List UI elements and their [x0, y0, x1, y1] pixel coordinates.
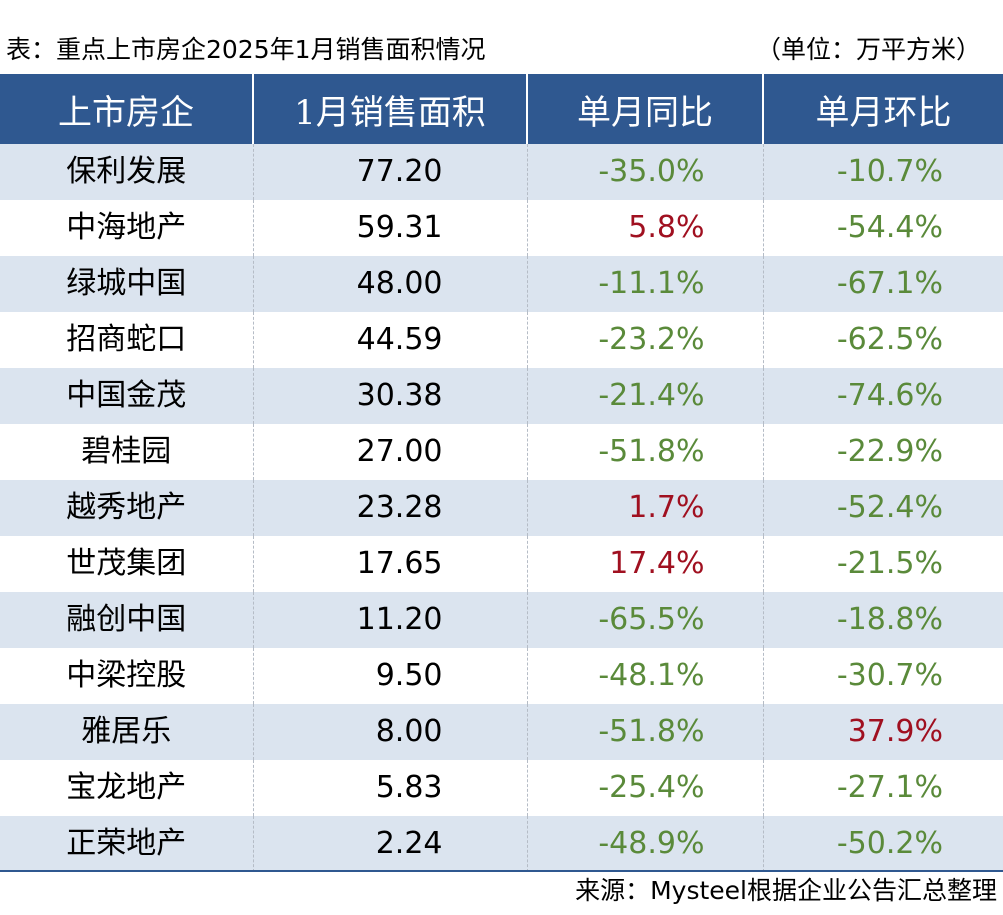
table-row: 中梁控股 9.50 -48.1% -30.7% — [0, 648, 1003, 704]
company-cell: 正荣地产 — [0, 816, 254, 872]
table-title: 表：重点上市房企2025年1月销售面积情况 — [6, 35, 486, 64]
mom-cell: -10.7% — [763, 144, 1003, 200]
company-cell: 宝龙地产 — [0, 760, 254, 816]
company-cell: 中海地产 — [0, 200, 254, 256]
sales-area-cell: 48.00 — [253, 256, 528, 312]
sales-area-cell: 30.38 — [253, 368, 528, 424]
mom-cell: -21.5% — [763, 536, 1003, 592]
sales-area-cell: 5.83 — [253, 760, 528, 816]
header-row: 上市房企 1月销售面积 单月同比 单月环比 — [0, 74, 1003, 144]
table-row: 宝龙地产 5.83 -25.4% -27.1% — [0, 760, 1003, 816]
yoy-cell: 5.8% — [527, 200, 764, 256]
table-caption: 表：重点上市房企2025年1月销售面积情况 （单位：万平方米） — [0, 0, 1003, 74]
sales-area-cell: 27.00 — [253, 424, 528, 480]
table-row: 保利发展 77.20 -35.0% -10.7% — [0, 144, 1003, 200]
yoy-cell: -65.5% — [527, 592, 764, 648]
mom-cell: -27.1% — [763, 760, 1003, 816]
sales-area-cell: 17.65 — [253, 536, 528, 592]
yoy-cell: 1.7% — [527, 480, 764, 536]
mom-cell: -62.5% — [763, 312, 1003, 368]
company-cell: 碧桂园 — [0, 424, 254, 480]
company-cell: 雅居乐 — [0, 704, 254, 760]
company-cell: 中梁控股 — [0, 648, 254, 704]
yoy-cell: 17.4% — [527, 536, 764, 592]
table-row: 融创中国 11.20 -65.5% -18.8% — [0, 592, 1003, 648]
company-cell: 中国金茂 — [0, 368, 254, 424]
yoy-cell: -25.4% — [527, 760, 764, 816]
table-row: 中海地产 59.31 5.8% -54.4% — [0, 200, 1003, 256]
sales-area-cell: 9.50 — [253, 648, 528, 704]
table-row: 越秀地产 23.28 1.7% -52.4% — [0, 480, 1003, 536]
yoy-cell: -21.4% — [527, 368, 764, 424]
yoy-cell: -51.8% — [527, 424, 764, 480]
sales-area-cell: 8.00 — [253, 704, 528, 760]
mom-cell: -30.7% — [763, 648, 1003, 704]
company-cell: 绿城中国 — [0, 256, 254, 312]
column-header-company: 上市房企 — [0, 74, 254, 144]
mom-cell: 37.9% — [763, 704, 1003, 760]
yoy-cell: -51.8% — [527, 704, 764, 760]
mom-cell: -18.8% — [763, 592, 1003, 648]
mom-cell: -52.4% — [763, 480, 1003, 536]
table-row: 中国金茂 30.38 -21.4% -74.6% — [0, 368, 1003, 424]
sales-area-cell: 59.31 — [253, 200, 528, 256]
sales-area-cell: 44.59 — [253, 312, 528, 368]
column-header-sales-area: 1月销售面积 — [253, 74, 528, 144]
source-note: 来源：Mysteel根据企业公告汇总整理 — [575, 876, 997, 905]
column-header-yoy: 单月同比 — [527, 74, 764, 144]
yoy-cell: -11.1% — [527, 256, 764, 312]
mom-cell: -54.4% — [763, 200, 1003, 256]
sales-area-cell: 2.24 — [253, 816, 528, 872]
table-row: 碧桂园 27.00 -51.8% -22.9% — [0, 424, 1003, 480]
company-cell: 世茂集团 — [0, 536, 254, 592]
company-cell: 越秀地产 — [0, 480, 254, 536]
sales-area-cell: 11.20 — [253, 592, 528, 648]
company-cell: 保利发展 — [0, 144, 254, 200]
yoy-cell: -48.9% — [527, 816, 764, 872]
table-row: 世茂集团 17.65 17.4% -21.5% — [0, 536, 1003, 592]
company-cell: 融创中国 — [0, 592, 254, 648]
yoy-cell: -48.1% — [527, 648, 764, 704]
sales-area-table: 上市房企 1月销售面积 单月同比 单月环比 保利发展 77.20 -35.0% … — [0, 74, 1003, 872]
unit-label: （单位：万平方米） — [755, 35, 981, 64]
table-row: 雅居乐 8.00 -51.8% 37.9% — [0, 704, 1003, 760]
mom-cell: -50.2% — [763, 816, 1003, 872]
mom-cell: -22.9% — [763, 424, 1003, 480]
yoy-cell: -23.2% — [527, 312, 764, 368]
yoy-cell: -35.0% — [527, 144, 764, 200]
table-row: 绿城中国 48.00 -11.1% -67.1% — [0, 256, 1003, 312]
mom-cell: -74.6% — [763, 368, 1003, 424]
column-header-mom: 单月环比 — [763, 74, 1003, 144]
mom-cell: -67.1% — [763, 256, 1003, 312]
sales-area-cell: 23.28 — [253, 480, 528, 536]
table-bottom-rule — [0, 870, 1003, 872]
table-row: 正荣地产 2.24 -48.9% -50.2% — [0, 816, 1003, 872]
table-row: 招商蛇口 44.59 -23.2% -62.5% — [0, 312, 1003, 368]
company-cell: 招商蛇口 — [0, 312, 254, 368]
sales-area-cell: 77.20 — [253, 144, 528, 200]
